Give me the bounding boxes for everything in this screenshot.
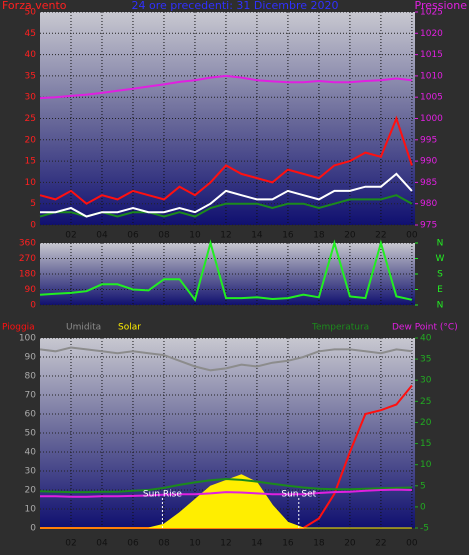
chart-title: 24 ore precedenti: 31 Dicembre 2020 [132,0,339,12]
series-line [40,172,413,218]
x-tick-label: 18 [313,539,325,549]
x-tick-label: 10 [189,539,201,549]
y-tick-label: 50 [25,429,37,439]
x-tick-label: 02 [65,539,76,549]
y2-tick-label: 995 [420,135,437,145]
x-tick-label: 06 [127,231,139,241]
y-tick-label: 15 [25,157,36,167]
y2-tick-label: S [437,270,443,280]
y-tick-label: 40 [25,448,37,458]
y2-tick-label: 20 [420,418,432,428]
x-tick-label: 16 [282,539,294,549]
y2-tick-label: 10 [420,460,432,470]
x-tick-label: 08 [158,539,170,549]
y-tick-label: 360 [19,239,36,249]
y-tick-label: 60 [25,410,37,420]
y2-tick-label: 990 [420,157,437,167]
series-line [39,239,413,303]
y-tick-label: 100 [19,334,36,344]
y2-tick-label: 1005 [420,93,443,103]
y2-tick-label: 1020 [420,29,443,39]
y2-tick-label: 15 [420,439,431,449]
x-tick-label: 20 [344,539,356,549]
y2-tick-label: 1015 [420,50,443,60]
y2-tick-label: 1010 [420,71,443,81]
y2-tick-label: 35 [420,355,431,365]
y2-tick-label: 1000 [420,114,443,124]
legend-label: Pioggia [2,323,35,333]
y-tick-label: 270 [19,254,36,264]
x-tick-label: 12 [220,539,231,549]
y2-tick-label: 0 [420,502,426,512]
x-tick-label: 20 [344,231,356,241]
y2-tick-label: 985 [420,178,437,188]
y-tick-label: 30 [25,93,37,103]
x-tick-label: 10 [189,231,201,241]
series-line [40,488,412,498]
series-area [40,474,412,529]
y-tick-label: 10 [25,505,37,515]
annotation-label: Sun Set [281,490,316,500]
series-line [39,74,413,100]
x-tick-label: 04 [96,231,108,241]
y2-tick-label: 30 [420,376,432,386]
x-tick-label: 00 [406,231,418,241]
y2-tick-label: 1025 [420,8,443,18]
y-tick-label: 20 [25,486,37,496]
x-tick-label: 08 [158,231,170,241]
y2-tick-label: 5 [420,481,426,491]
y2-tick-label: W [436,254,445,264]
y-tick-label: 0 [30,524,36,534]
y-tick-label: 50 [25,8,37,18]
y2-tick-label: 975 [420,221,437,231]
legend-label: Umidita [66,323,101,333]
x-tick-label: 12 [220,231,231,241]
y2-tick-label: 40 [420,334,432,344]
y-tick-label: 10 [25,178,37,188]
y-tick-label: 40 [25,50,37,60]
legend-label: Solar [118,323,141,333]
y-tick-label: 70 [25,391,37,401]
y-tick-label: 30 [25,467,37,477]
annotation-label: Sun Rise [143,490,182,500]
legend-label: Temperatura [311,323,369,333]
legend-label: Dew Point (°C) [392,323,458,333]
y-tick-label: 90 [25,353,37,363]
x-tick-label: 18 [313,231,325,241]
y2-tick-label: 980 [420,199,437,209]
y2-tick-label: -5 [420,524,429,534]
y-tick-label: 0 [30,221,36,231]
y-axis-label: Forza vento [2,0,67,12]
x-tick-label: 22 [375,539,386,549]
y-tick-label: 25 [25,114,36,124]
y-tick-label: 20 [25,135,37,145]
y-tick-label: 0 [30,301,36,311]
y-tick-label: 5 [30,199,36,209]
y2-axis-label: Pressione [415,0,468,12]
x-tick-label: 00 [406,539,418,549]
y-tick-label: 80 [25,372,37,382]
x-tick-label: 14 [251,231,263,241]
y2-tick-label: N [437,301,444,311]
y2-tick-label: N [437,239,444,249]
x-tick-label: 16 [282,231,294,241]
x-tick-label: 04 [96,539,108,549]
y-tick-label: 90 [25,285,37,295]
y-tick-label: 35 [25,71,36,81]
y-tick-label: 45 [25,29,36,39]
series-line [39,346,413,372]
x-tick-label: 22 [375,231,386,241]
x-tick-label: 06 [127,539,139,549]
y-tick-label: 180 [19,270,36,280]
x-tick-label: 02 [65,231,76,241]
y2-tick-label: E [437,285,443,295]
x-tick-label: 14 [251,539,263,549]
series-line [39,115,413,205]
series-line [39,477,412,494]
y2-tick-label: 25 [420,397,431,407]
